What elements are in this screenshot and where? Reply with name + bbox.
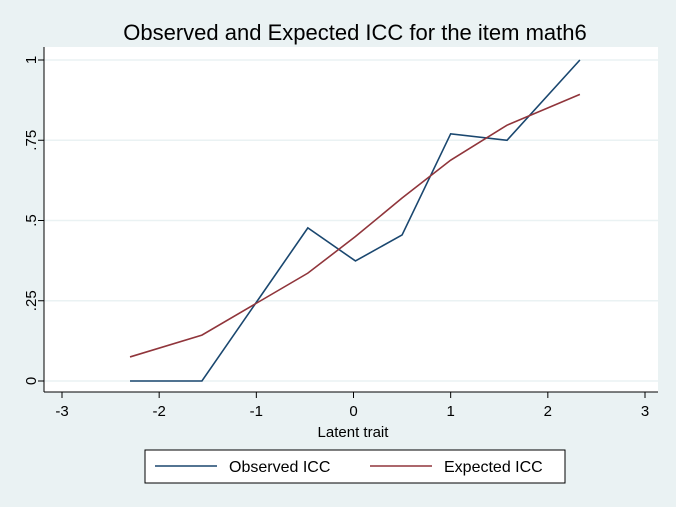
legend-label-1: Expected ICC [444, 459, 543, 476]
y-tick-label: .25 [23, 290, 40, 311]
legend-label-0: Observed ICC [229, 459, 330, 476]
y-tick-label: 1 [23, 56, 40, 64]
x-tick-label: -1 [250, 403, 263, 420]
x-tick-label: -2 [152, 403, 165, 420]
x-tick-label: 0 [349, 403, 357, 420]
y-tick-label: .5 [23, 214, 40, 227]
y-tick-label: .75 [23, 130, 40, 151]
series-line-0 [130, 59, 581, 382]
chart-title: Observed and Expected ICC for the item m… [123, 20, 586, 45]
x-tick-label: -3 [55, 403, 68, 420]
x-tick-label: 2 [544, 403, 552, 420]
series-line-1 [129, 93, 581, 358]
x-tick-label: 1 [446, 403, 454, 420]
x-tick-label: 3 [641, 403, 649, 420]
plot-area [44, 47, 658, 392]
x-axis-label: Latent trait [318, 424, 390, 441]
y-tick-label: 0 [23, 377, 40, 385]
